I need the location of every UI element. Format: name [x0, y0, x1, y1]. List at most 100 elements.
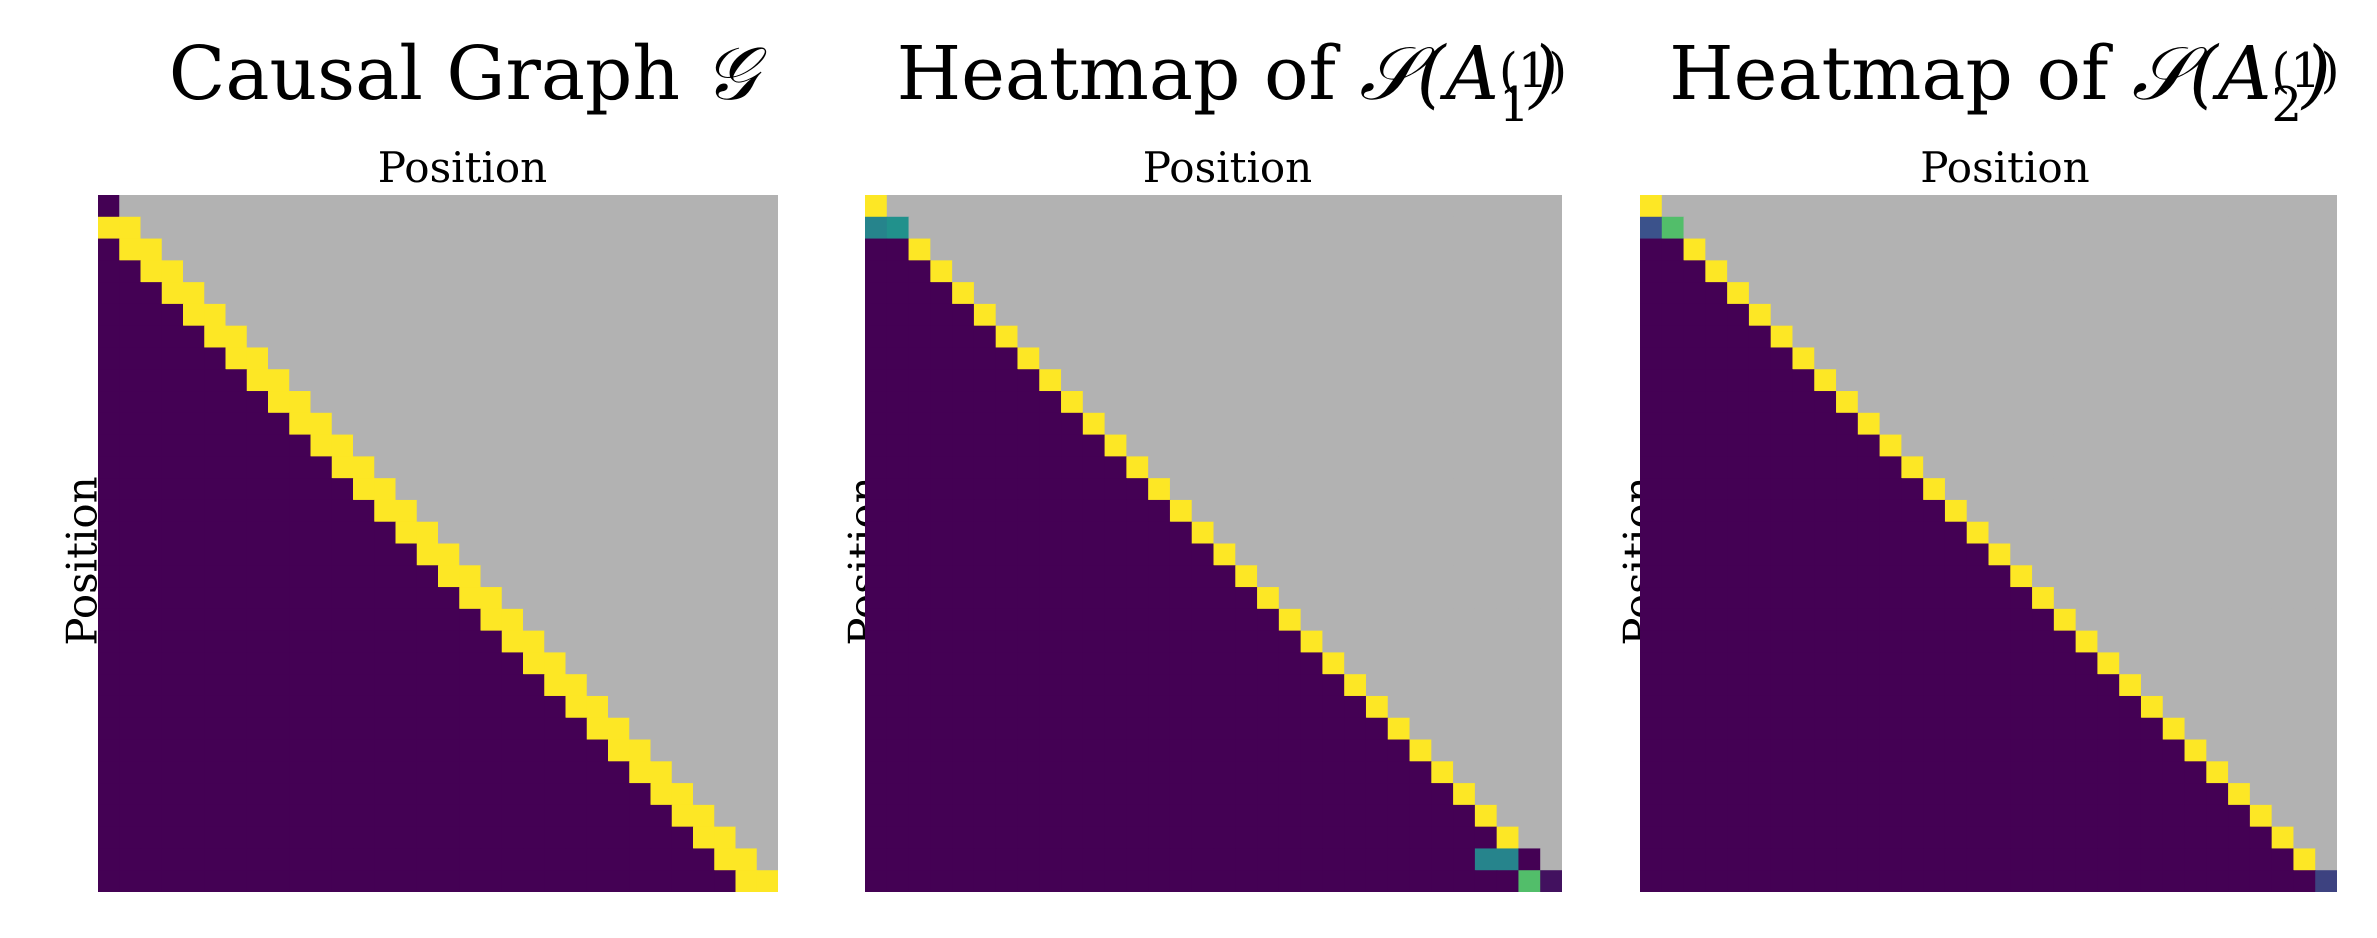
heatmap-cell — [544, 826, 567, 850]
heatmap-cell — [1770, 630, 1794, 654]
masked-cell — [2140, 608, 2164, 632]
heatmap-cell — [1836, 456, 1859, 479]
heatmap-cell — [1792, 412, 1815, 436]
masked-cell — [1453, 260, 1476, 283]
heatmap-cell — [374, 717, 397, 741]
heatmap-cell — [1748, 587, 1772, 610]
heatmap-cell — [608, 717, 630, 741]
heatmap-cell — [1683, 543, 1706, 566]
masked-cell — [1988, 282, 2011, 305]
heatmap-cell — [1814, 499, 1837, 523]
masked-cell — [1518, 238, 1541, 261]
heatmap-cell — [246, 761, 269, 784]
masked-cell — [1409, 303, 1432, 327]
heatmap-cell — [1409, 870, 1432, 892]
heatmap-cell — [1017, 499, 1040, 523]
heatmap-cell — [1792, 826, 1815, 850]
heatmap-cell — [952, 282, 975, 305]
heatmap-cell — [353, 608, 375, 632]
heatmap-cell — [1705, 347, 1728, 370]
heatmap-cell — [1322, 826, 1345, 850]
masked-cell — [586, 238, 609, 261]
masked-cell — [2053, 543, 2077, 566]
heatmap-cell — [1727, 369, 1750, 392]
masked-cell — [629, 608, 652, 632]
heatmap-cell — [225, 565, 248, 588]
masked-cell — [1474, 434, 1498, 457]
heatmap-cell — [1017, 391, 1040, 414]
masked-cell — [1496, 195, 1520, 218]
masked-cell — [650, 456, 673, 479]
masked-cell — [1879, 412, 1902, 436]
masked-cell — [1344, 347, 1367, 370]
masked-cell — [1431, 695, 1454, 719]
masked-cell — [2293, 587, 2316, 610]
heatmap-cell — [98, 695, 120, 719]
masked-cell — [1387, 543, 1411, 566]
masked-cell — [1278, 260, 1302, 283]
masked-cell — [1540, 195, 1562, 218]
title-math: 𝒮(A — [1359, 31, 1499, 117]
masked-cell — [1988, 347, 2011, 370]
masked-cell — [608, 282, 630, 305]
heatmap-cell — [1836, 521, 1859, 545]
masked-cell — [1474, 674, 1498, 697]
masked-cell — [416, 499, 439, 523]
heatmap-cell — [1923, 565, 1946, 588]
heatmap-cell — [459, 652, 482, 675]
masked-cell — [735, 695, 758, 719]
masked-cell — [1235, 478, 1258, 501]
masked-cell — [1278, 216, 1302, 240]
heatmap-cell — [1792, 369, 1815, 392]
heatmap-cell — [886, 630, 910, 654]
masked-cell — [1344, 195, 1367, 218]
masked-cell — [2140, 521, 2164, 545]
heatmap-cell — [952, 848, 975, 871]
heatmap-cell — [140, 761, 163, 784]
heatmap-cell — [268, 674, 290, 697]
masked-cell — [1365, 412, 1389, 436]
masked-cell — [650, 434, 673, 457]
heatmap-cell — [1082, 674, 1106, 697]
heatmap-cell — [331, 848, 354, 871]
heatmap-cell — [246, 804, 269, 828]
heatmap-cell — [2075, 652, 2099, 675]
heatmap-cell — [501, 695, 524, 719]
heatmap-cell — [1213, 826, 1236, 850]
masked-cell — [735, 608, 758, 632]
heatmap-cell — [353, 456, 375, 479]
heatmap-cell — [1257, 826, 1280, 850]
masked-cell — [886, 195, 910, 218]
masked-cell — [1748, 260, 1772, 283]
masked-cell — [246, 238, 269, 261]
heatmap-cell — [1727, 543, 1750, 566]
heatmap-cell — [523, 783, 545, 806]
masked-cell — [2293, 260, 2316, 283]
heatmap-cell — [2053, 608, 2077, 632]
heatmap-cell — [1082, 695, 1106, 719]
masked-cell — [629, 630, 652, 654]
title-superscript: (1) — [1499, 43, 1567, 99]
heatmap-cell — [310, 804, 333, 828]
heatmap-cell — [183, 695, 205, 719]
masked-cell — [1322, 391, 1345, 414]
masked-cell — [1300, 325, 1324, 349]
masked-cell — [629, 652, 652, 675]
masked-cell — [650, 630, 673, 654]
heatmap-cell — [1923, 870, 1946, 892]
masked-cell — [1039, 303, 1062, 327]
masked-cell — [2228, 587, 2251, 610]
heatmap-cell — [1126, 783, 1149, 806]
masked-cell — [2206, 391, 2229, 414]
heatmap-cell — [1104, 674, 1127, 697]
masked-cell — [1431, 478, 1454, 501]
masked-cell — [1944, 434, 1968, 457]
masked-cell — [1104, 238, 1127, 261]
masked-cell — [480, 195, 503, 218]
heatmap-cell — [183, 804, 205, 828]
masked-cell — [1300, 369, 1324, 392]
masked-cell — [2119, 195, 2142, 218]
heatmap-cell — [183, 456, 205, 479]
heatmap-cell — [1235, 848, 1258, 871]
masked-cell — [289, 369, 312, 392]
